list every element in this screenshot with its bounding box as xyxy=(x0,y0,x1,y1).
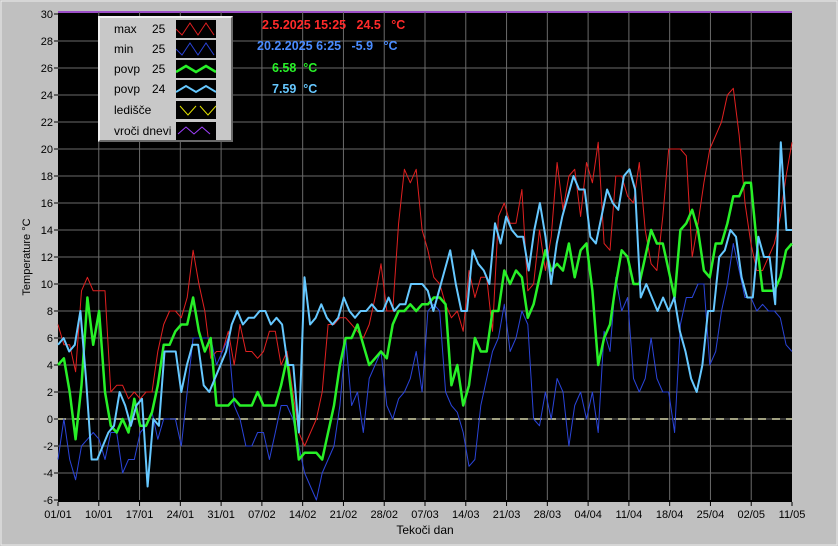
legend-count: 25 xyxy=(152,22,166,36)
y-tick-label: 18 xyxy=(41,171,53,183)
y-tick-label: -4 xyxy=(43,468,53,480)
x-tick-label: 21/03 xyxy=(493,509,521,521)
legend-row-vroci-dnevi[interactable]: vroči dnevi xyxy=(100,121,235,141)
legend-count: 25 xyxy=(152,42,166,56)
x-tick-label: 07/02 xyxy=(248,509,276,521)
y-tick-label: 30 xyxy=(41,9,53,21)
x-tick-label: 14/02 xyxy=(289,509,317,521)
legend-swatch xyxy=(176,101,216,119)
legend-label: min xyxy=(114,42,134,56)
x-tick-label: 31/01 xyxy=(207,509,235,521)
y-tick-label: 20 xyxy=(41,144,53,156)
legend-swatch xyxy=(176,40,216,58)
x-tick-label: 25/04 xyxy=(697,509,725,521)
y-tick-label: 4 xyxy=(47,360,53,372)
legend-swatch xyxy=(176,60,216,78)
legend-label: ledišče xyxy=(114,103,152,117)
x-tick-label: 11/05 xyxy=(779,509,806,521)
x-tick-label: 18/04 xyxy=(656,509,684,521)
min-readout: 20.2.2025 6:25 -5.9 °C xyxy=(257,39,398,53)
x-tick-label: 02/05 xyxy=(737,509,765,521)
legend-swatch xyxy=(176,80,216,98)
y-tick-label: 6 xyxy=(47,333,53,345)
series-line-3 xyxy=(57,141,792,488)
x-tick-label: 28/03 xyxy=(534,509,562,521)
x-tick-label: 07/03 xyxy=(411,509,439,521)
legend-row-min[interactable]: min 25 xyxy=(100,39,235,59)
y-axis-label: Temperature °C xyxy=(21,218,33,295)
series-line-2 xyxy=(57,181,793,461)
y-tick-label: -2 xyxy=(43,441,53,453)
legend-swatch xyxy=(176,20,216,38)
y-tick-label: 24 xyxy=(41,90,53,102)
legend-row-povp-25[interactable]: povp 25 xyxy=(100,59,235,79)
x-tick-label: 04/04 xyxy=(574,509,602,521)
y-tick-label: 26 xyxy=(41,63,53,75)
y-tick-label: 22 xyxy=(41,117,53,129)
x-tick-label: 10/01 xyxy=(85,509,113,521)
legend-row-max[interactable]: max 25 xyxy=(100,19,235,39)
legend: max 25 min 25 povp 25 povp 24 ledišče vr… xyxy=(98,16,233,142)
y-tick-label: 10 xyxy=(41,279,53,291)
y-tick-label: -6 xyxy=(43,495,53,507)
legend-label: povp xyxy=(114,62,141,76)
y-tick-label: 0 xyxy=(47,414,53,426)
avg-readout: 6.58 °C xyxy=(272,61,318,75)
legend-row-povp-24[interactable]: povp 24 xyxy=(100,79,235,99)
series-line-0 xyxy=(57,87,793,447)
legend-count: 24 xyxy=(152,82,166,96)
y-tick-label: 16 xyxy=(41,198,53,210)
y-tick-label: 2 xyxy=(47,387,53,399)
x-tick-label: 24/01 xyxy=(167,509,195,521)
y-tick-label: 28 xyxy=(41,36,53,48)
avg-readout-2: 7.59 °C xyxy=(272,82,318,96)
legend-label: povp xyxy=(114,82,141,96)
x-tick-label: 28/02 xyxy=(370,509,398,521)
y-tick-label: 8 xyxy=(47,306,53,318)
x-tick-label: 21/02 xyxy=(330,509,358,521)
x-tick-label: 14/03 xyxy=(452,509,480,521)
x-tick-label: 17/01 xyxy=(126,509,154,521)
legend-label: vroči dnevi xyxy=(114,124,172,138)
y-tick-label: 12 xyxy=(41,252,53,264)
legend-count: 25 xyxy=(152,62,166,76)
y-tick-label: 14 xyxy=(41,225,53,237)
legend-row-ledisce[interactable]: ledišče xyxy=(100,100,235,120)
x-tick-label: 11/04 xyxy=(616,509,643,521)
x-axis-label: Tekoči dan xyxy=(396,523,453,537)
series-line-1 xyxy=(57,243,793,501)
legend-label: max xyxy=(114,22,137,36)
max-readout: 2.5.2025 15:25 24.5 °C xyxy=(262,18,406,32)
x-tick-label: 01/01 xyxy=(44,509,72,521)
legend-swatch xyxy=(176,122,216,140)
